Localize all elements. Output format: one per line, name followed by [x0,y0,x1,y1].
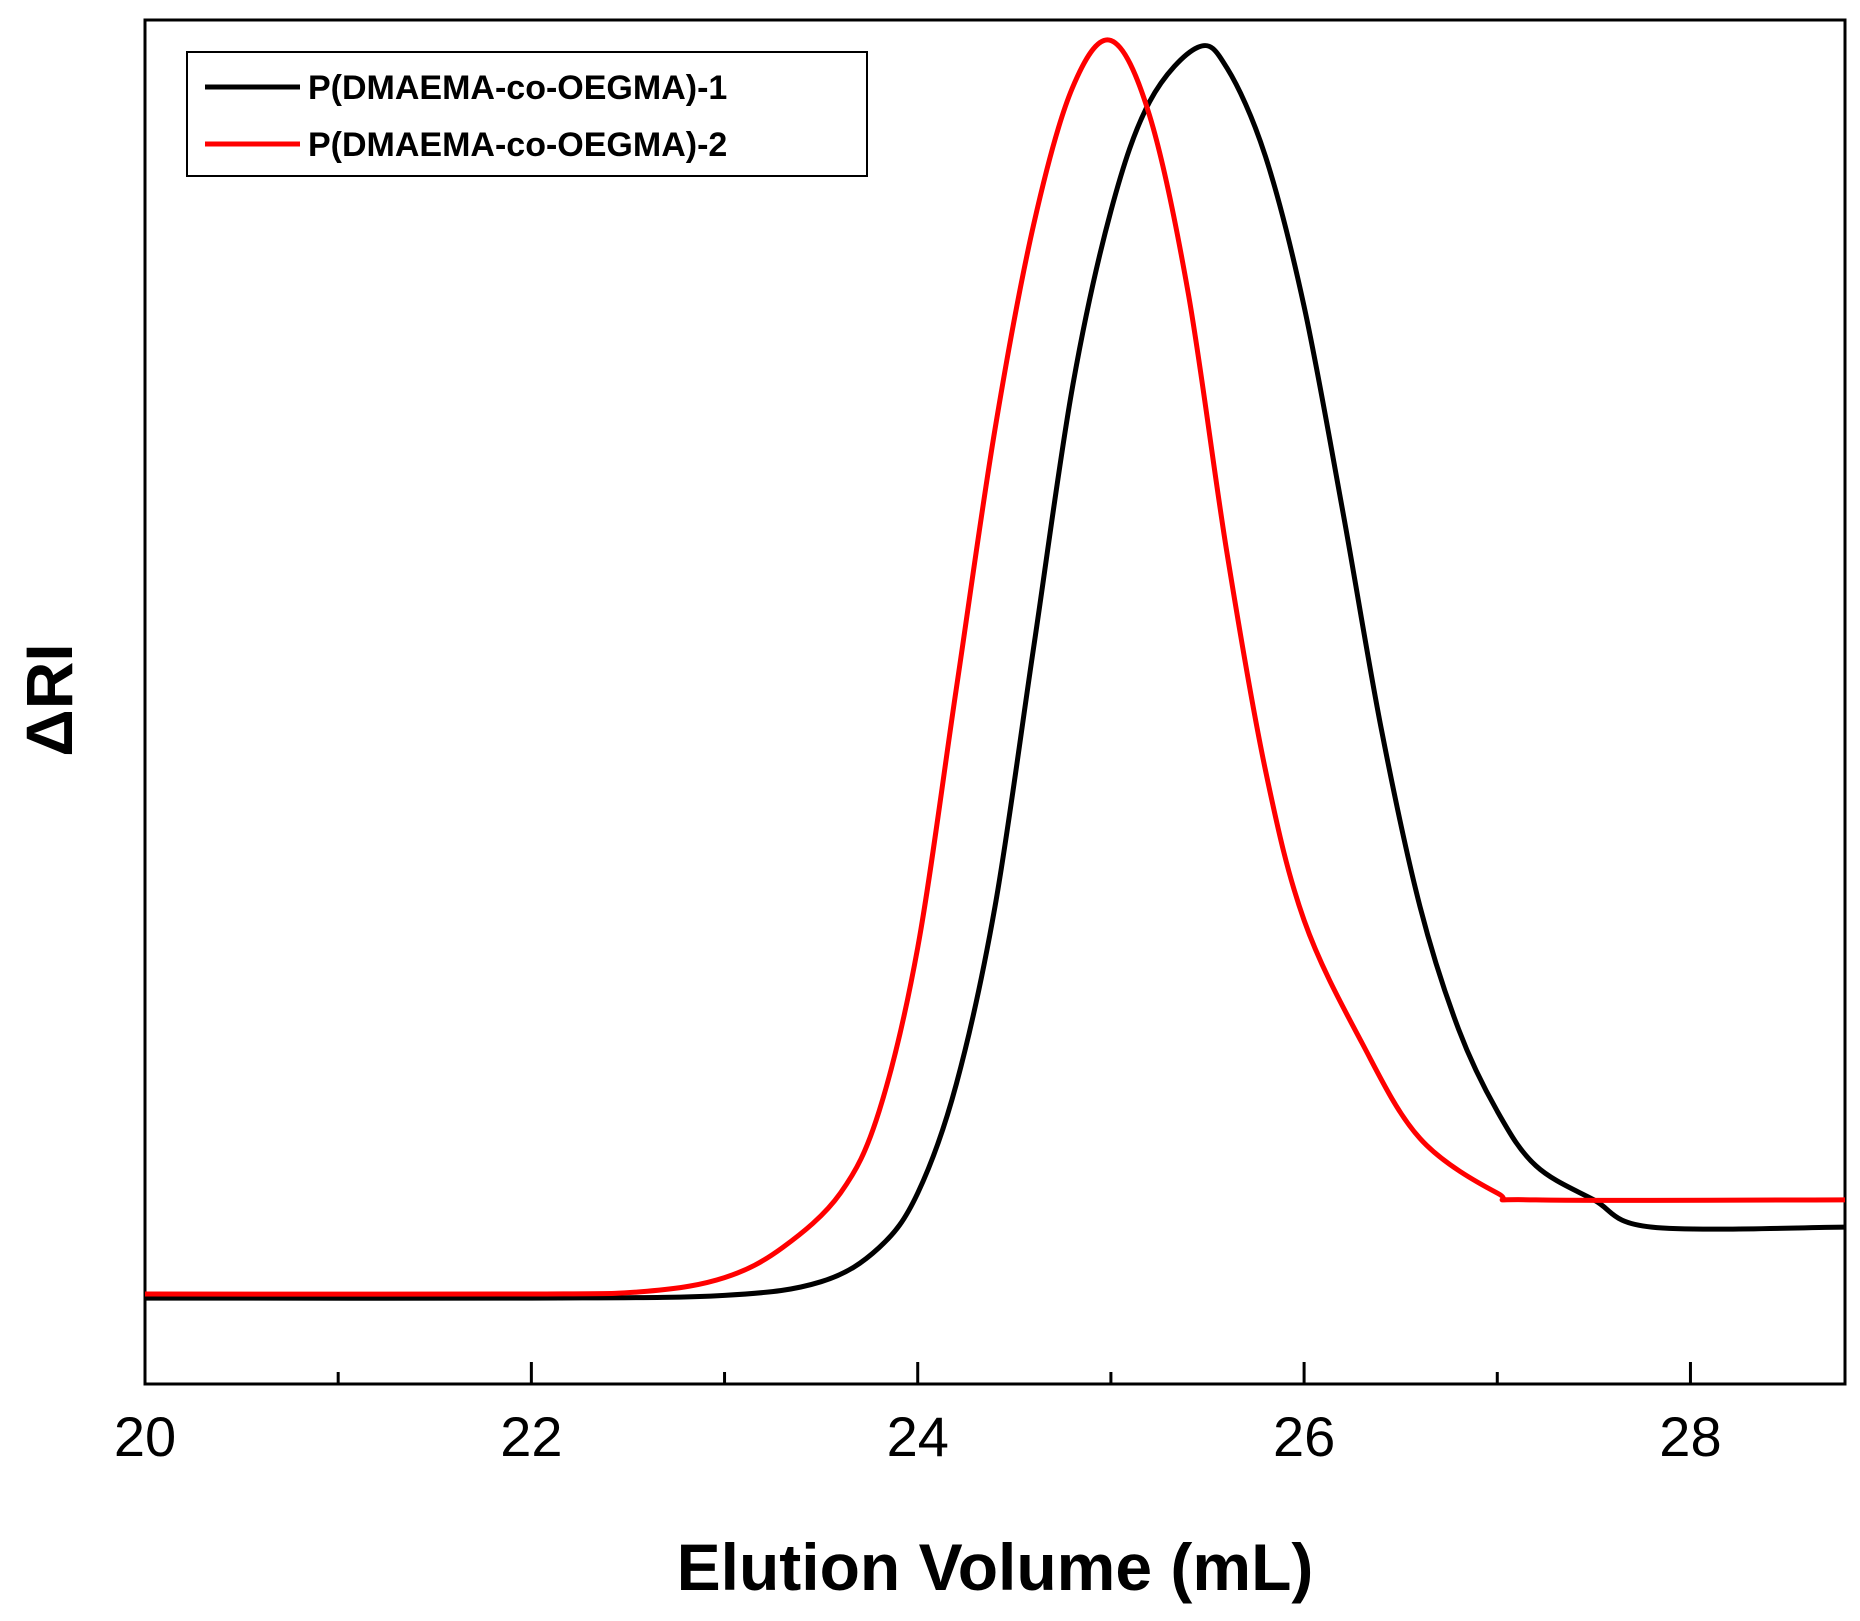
x-tick-label: 20 [114,1405,176,1468]
legend: P(DMAEMA-co-OEGMA)-1 P(DMAEMA-co-OEGMA)-… [186,51,868,177]
legend-label-series-2: P(DMAEMA-co-OEGMA)-2 [308,126,727,164]
x-axis-title: Elution Volume (mL) [677,1530,1314,1604]
series-line-2 [144,37,1846,1297]
x-tick-label: 22 [500,1405,562,1468]
x-axis-ticks: 20 22 24 26 28 [114,1362,1722,1468]
legend-box [186,51,868,177]
plot-frame [143,18,1847,1386]
x-tick-label: 24 [887,1405,949,1468]
x-tick-label: 28 [1659,1405,1721,1468]
x-tick-label: 26 [1273,1405,1335,1468]
series-layer [144,37,1846,1301]
legend-label-series-1: P(DMAEMA-co-OEGMA)-1 [308,69,727,107]
y-axis-title: ΔRI [12,643,86,756]
series-line-1 [144,43,1846,1301]
